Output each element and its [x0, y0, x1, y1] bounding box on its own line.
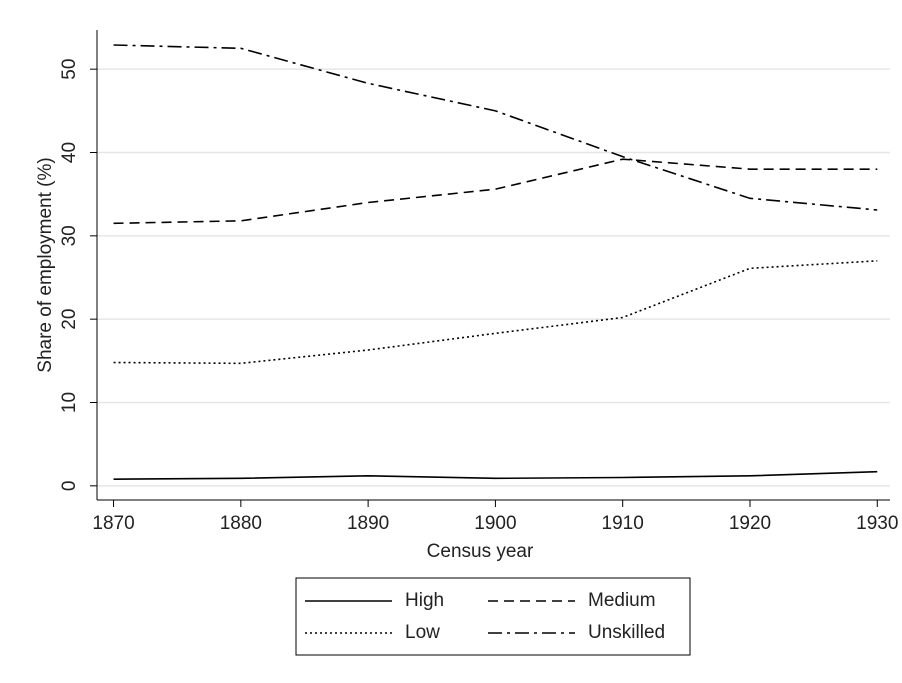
series-line — [113, 260, 878, 365]
x-tick-label: 1930 — [856, 513, 898, 534]
y-tick-label: 10 — [59, 392, 80, 413]
y-axis-label: Share of employment (%) — [35, 157, 56, 372]
series-line — [113, 158, 878, 225]
y-tick-label: 30 — [59, 225, 80, 246]
legend-label: High — [405, 590, 444, 611]
x-tick-label: 1890 — [347, 513, 389, 534]
series-line — [113, 470, 878, 480]
x-axis-label: Census year — [427, 541, 534, 562]
x-tick-label: 1910 — [602, 513, 644, 534]
x-tick-label: 1870 — [92, 513, 134, 534]
series-line — [113, 44, 878, 211]
y-tick-label: 40 — [59, 142, 80, 163]
legend-box — [295, 577, 691, 656]
x-tick-label: 1920 — [729, 513, 771, 534]
legend-label: Low — [405, 622, 440, 643]
legend-label: Unskilled — [588, 622, 665, 643]
y-tick-label: 20 — [59, 309, 80, 330]
y-tick-label: 0 — [59, 481, 80, 492]
legend-label: Medium — [588, 590, 656, 611]
x-tick-label: 1880 — [220, 513, 262, 534]
y-tick-label: 50 — [59, 59, 80, 80]
x-tick-label: 1900 — [474, 513, 516, 534]
